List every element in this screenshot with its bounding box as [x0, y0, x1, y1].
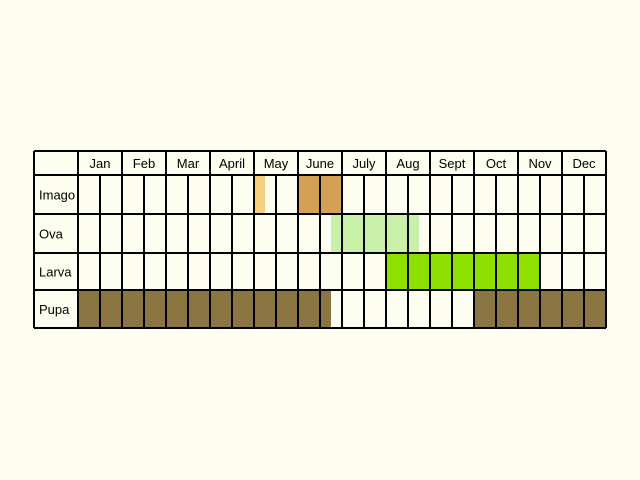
month-label: Mar: [177, 156, 200, 171]
month-label: July: [352, 156, 376, 171]
period-fill-pupa-0: [78, 290, 331, 328]
month-label: Dec: [572, 156, 596, 171]
month-label: Jan: [90, 156, 111, 171]
month-label: Nov: [528, 156, 552, 171]
grid-layer: [33, 150, 607, 329]
month-label: June: [306, 156, 334, 171]
period-fill-larva-0: [386, 253, 540, 290]
row-label-ova: Ova: [39, 227, 64, 242]
month-label: Feb: [133, 156, 155, 171]
period-fill-ova-0: [331, 214, 419, 253]
month-label: Sept: [439, 156, 466, 171]
period-fill-imago-0: [254, 175, 265, 214]
month-label: May: [264, 156, 289, 171]
text-layer: Jan Feb Mar April May June July Aug Sept Oct Nov De…: [39, 156, 596, 317]
month-label: April: [219, 156, 245, 171]
month-label: Oct: [486, 156, 507, 171]
row-label-larva: Larva: [39, 265, 72, 280]
month-label: Aug: [396, 156, 419, 171]
row-label-pupa: Pupa: [39, 302, 70, 317]
row-label-imago: Imago: [39, 188, 75, 203]
